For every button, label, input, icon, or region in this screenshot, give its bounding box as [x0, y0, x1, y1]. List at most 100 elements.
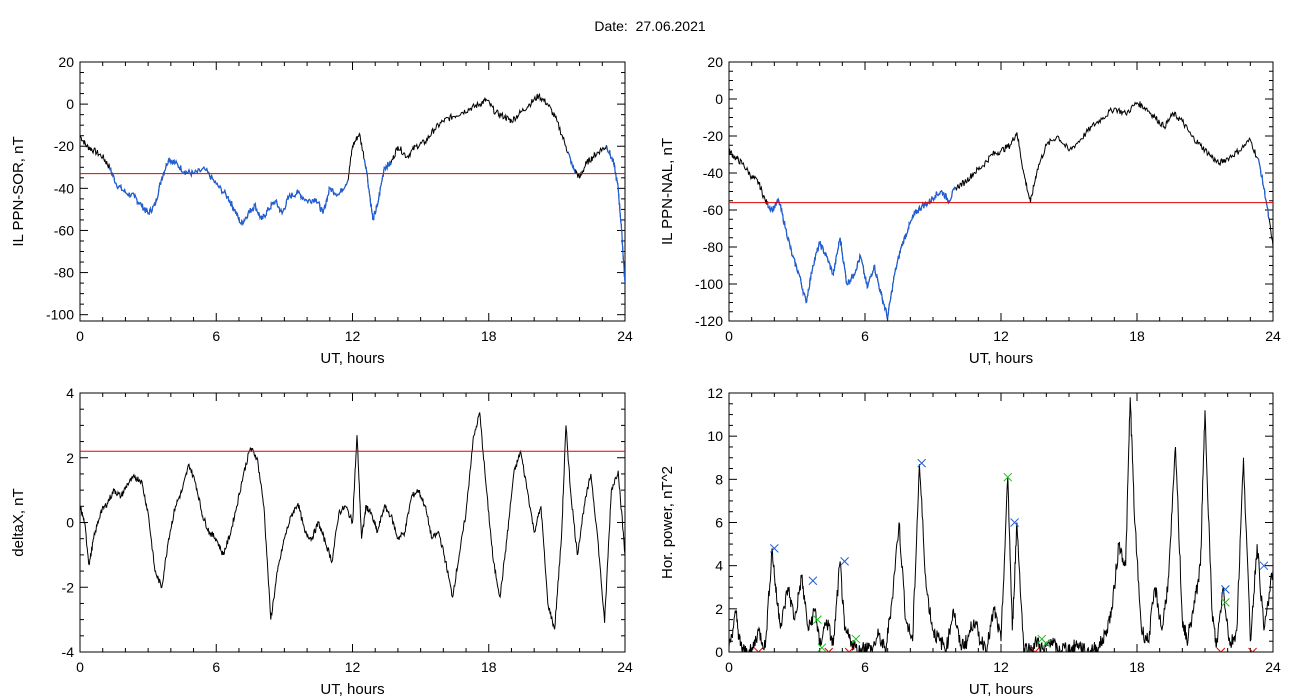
plot-area	[729, 101, 1273, 320]
data-line	[80, 412, 625, 630]
highlight-line	[606, 146, 625, 284]
x-tick-label: 24	[617, 659, 633, 675]
y-tick-label: 0	[715, 644, 723, 660]
plot-area	[80, 412, 625, 630]
y-tick-label: -100	[46, 307, 74, 323]
marker-stroke	[1221, 598, 1230, 607]
marker-stroke	[754, 647, 760, 652]
marker-red	[754, 647, 763, 652]
y-tick-label: 20	[707, 54, 723, 70]
data-line	[80, 92, 625, 284]
x-tick-label: 18	[481, 659, 497, 675]
y-tick-label: 20	[58, 54, 74, 70]
marker-stroke	[1259, 561, 1269, 571]
marker-stroke	[851, 634, 861, 644]
highlight-line	[363, 158, 392, 221]
marker-blue	[1259, 561, 1269, 571]
marker-stroke	[1010, 518, 1019, 527]
x-tick-label: 6	[861, 659, 869, 675]
x-tick-label: 18	[481, 328, 497, 344]
marker-stroke	[1034, 647, 1040, 652]
marker-stroke	[1041, 639, 1051, 648]
y-axis-label: deltaX, nT	[10, 488, 27, 556]
x-axis-label: UT, hours	[320, 681, 384, 698]
x-tick-label: 12	[345, 328, 361, 344]
marker-stroke	[1216, 647, 1222, 652]
marker-stroke	[1248, 647, 1254, 652]
y-tick-label: 2	[66, 450, 74, 466]
y-tick-label: -40	[54, 180, 74, 196]
plot-area	[80, 92, 625, 284]
marker-stroke	[828, 647, 834, 652]
x-tick-label: 24	[1265, 659, 1281, 675]
chart-sor: 0 6 12 18 24 -100 -80 -60 -40 -20 0 20 UT, hours IL P…	[10, 54, 633, 367]
x-tick-label: 12	[993, 659, 1009, 675]
x-axis-label: UT, hours	[969, 681, 1033, 698]
marker-green	[813, 615, 822, 624]
y-tick-label: -20	[703, 128, 723, 144]
marker-stroke	[844, 647, 850, 652]
y-tick-label: -2	[62, 579, 75, 595]
y-tick-label: -60	[703, 202, 723, 218]
marker-stroke	[824, 647, 830, 652]
y-tick-label: 4	[715, 558, 723, 574]
marker-green	[1221, 598, 1230, 607]
y-tick-label: -100	[695, 276, 723, 292]
y-tick-label: 2	[715, 601, 723, 617]
page-title: Date: 27.06.2021	[594, 18, 706, 34]
highlight-line	[567, 152, 576, 173]
x-tick-label: 24	[1265, 328, 1281, 344]
marker-green	[1041, 639, 1051, 648]
marker-red	[1216, 647, 1226, 652]
marker-stroke	[769, 544, 779, 553]
marker-stroke	[757, 647, 763, 652]
marker-blue	[1221, 585, 1230, 594]
y-tick-label: -80	[54, 265, 74, 281]
y-axis-label: IL PPN-SOR, nT	[10, 136, 27, 246]
marker-blue	[769, 544, 779, 553]
highlight-line	[766, 186, 956, 320]
plot-frame	[728, 392, 1274, 653]
y-axis-label: IL PPN-NAL, nT	[659, 138, 676, 245]
x-tick-label: 6	[212, 659, 220, 675]
marker-stroke	[1030, 647, 1036, 652]
data-line	[729, 397, 1273, 652]
marker-stroke	[1251, 647, 1257, 652]
y-tick-label: 6	[715, 515, 723, 531]
marker-stroke	[1221, 585, 1230, 594]
x-tick-label: 6	[212, 328, 220, 344]
plot-frame	[79, 61, 626, 322]
x-tick-label: 12	[993, 328, 1009, 344]
marker-stroke	[817, 643, 827, 652]
data-line	[729, 101, 1273, 319]
x-axis-label: UT, hours	[969, 350, 1033, 367]
x-tick-label: 18	[1129, 659, 1145, 675]
y-tick-label: -4	[62, 644, 75, 660]
chart-nal: 0 6 12 18 24 -120 -100 -80 -60 -40 -20 0 20 UT, hours…	[659, 54, 1281, 367]
marker-red	[824, 647, 834, 652]
highlight-line	[1257, 157, 1270, 218]
y-tick-label: -60	[54, 222, 74, 238]
y-tick-label: 10	[707, 428, 723, 444]
y-tick-label: 0	[66, 96, 74, 112]
x-tick-label: 0	[725, 328, 733, 344]
marker-blue	[917, 458, 927, 468]
marker-green	[1003, 472, 1013, 482]
x-tick-label: 0	[76, 659, 84, 675]
y-tick-label: 0	[66, 515, 74, 531]
marker-stroke	[917, 458, 927, 468]
marker-blue	[808, 576, 818, 586]
marker-stroke	[1003, 472, 1013, 482]
y-tick-label: 0	[715, 91, 723, 107]
plot-frame	[728, 61, 1274, 322]
marker-stroke	[808, 576, 818, 586]
marker-stroke	[813, 615, 822, 624]
y-axis-label: Hor. power, nT^2	[659, 466, 676, 579]
x-tick-label: 6	[861, 328, 869, 344]
x-tick-label: 0	[725, 659, 733, 675]
y-tick-label: -20	[54, 138, 74, 154]
y-tick-label: -40	[703, 165, 723, 181]
plot-area	[729, 397, 1273, 652]
